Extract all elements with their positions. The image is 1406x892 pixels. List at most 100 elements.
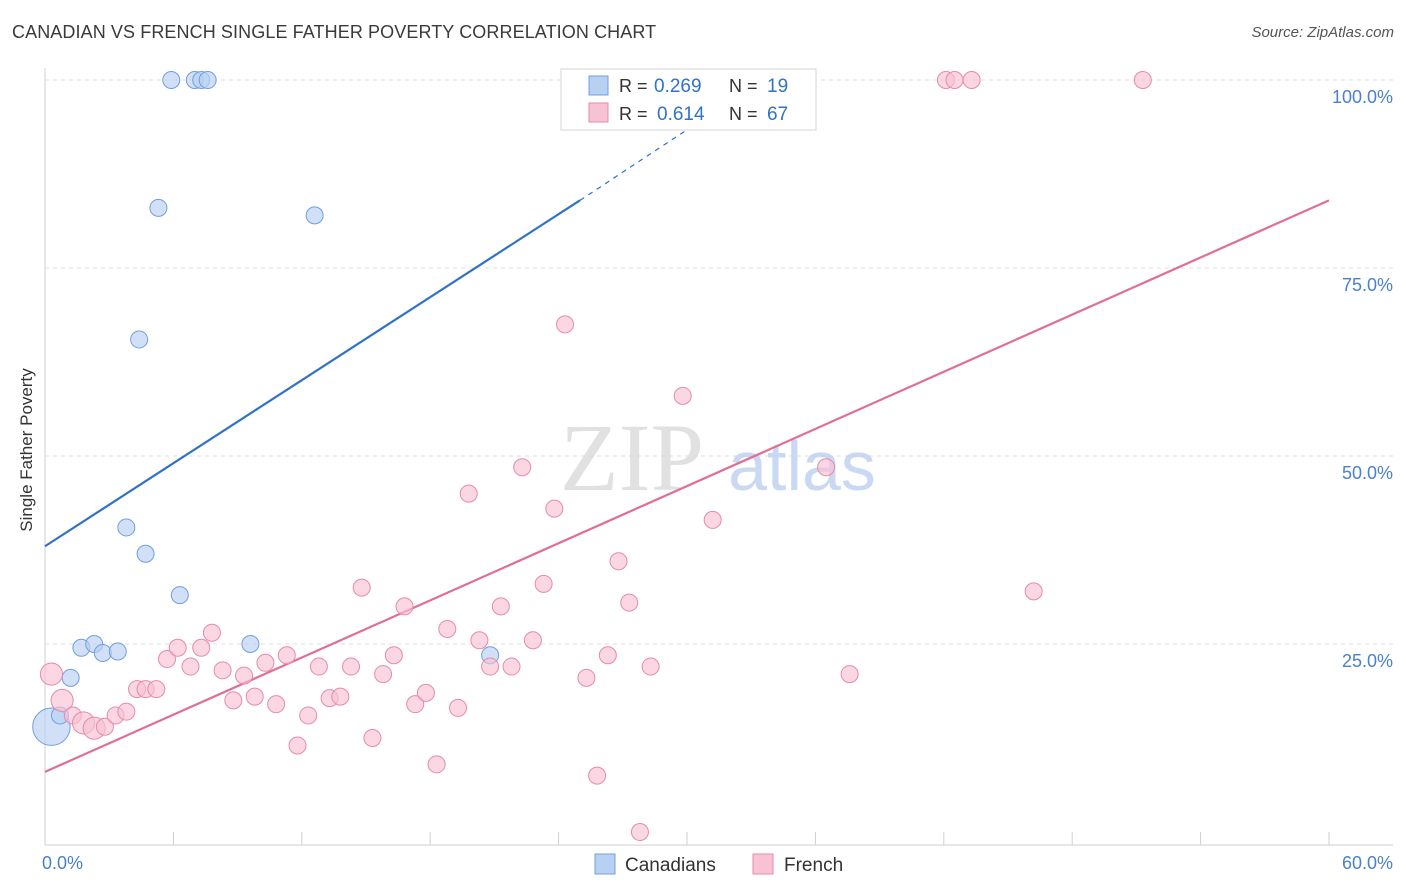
legend-bottom-label-french: French — [784, 855, 843, 876]
point-french — [277, 646, 296, 665]
point-french — [117, 702, 136, 721]
point-french — [438, 619, 457, 638]
point-french — [1133, 71, 1152, 89]
point-french — [673, 386, 692, 405]
point-french — [523, 631, 542, 650]
source-label: Source: ZipAtlas.com — [1251, 24, 1394, 41]
x-tick-label-min: 0.0% — [42, 853, 83, 873]
point-french — [470, 631, 489, 650]
point-french — [192, 638, 211, 657]
point-french — [168, 638, 187, 657]
point-french — [50, 688, 74, 712]
grid — [45, 79, 1393, 645]
legend-bottom-swatch-canadians — [594, 853, 616, 875]
point-canadians — [305, 206, 324, 225]
point-french — [416, 683, 435, 702]
watermark-atlas: atlas — [728, 427, 876, 505]
legend-r-value-canadians: 0.269 — [654, 76, 702, 97]
point-french — [309, 657, 328, 676]
y-tick-label: 100.0% — [1332, 87, 1393, 107]
legend-n-label-french: N = — [729, 104, 758, 124]
legend-series: Canadians French — [594, 853, 843, 876]
point-french — [363, 729, 382, 747]
point-french — [609, 552, 628, 571]
point-canadians — [241, 635, 260, 653]
point-french — [224, 691, 243, 710]
point-french — [331, 687, 350, 706]
point-canadians — [108, 642, 127, 661]
legend-r-label-canadians: R = — [619, 76, 648, 96]
point-french — [395, 597, 414, 616]
point-french — [157, 650, 176, 669]
y-tick-label: 25.0% — [1342, 651, 1393, 671]
watermark-zip: ZIP — [560, 404, 704, 511]
point-french — [181, 657, 200, 676]
point-french — [513, 458, 532, 477]
legend-r-label-french: R = — [619, 104, 648, 124]
point-french — [556, 315, 575, 334]
point-canadians — [170, 586, 189, 605]
point-french — [235, 666, 254, 685]
point-french — [641, 657, 660, 676]
point-french — [406, 695, 425, 714]
watermark: ZIP atlas — [560, 404, 876, 511]
point-french — [267, 695, 286, 714]
legend-swatch-canadians — [588, 75, 609, 96]
point-french — [352, 578, 371, 597]
data-points — [32, 71, 1152, 841]
point-french — [817, 458, 836, 477]
point-french — [630, 823, 649, 841]
point-french — [427, 755, 446, 774]
legend-n-label-canadians: N = — [729, 76, 758, 96]
point-french — [39, 662, 63, 686]
legend-r-value-french: 0.614 — [657, 104, 705, 125]
trend-line-1 — [44, 199, 1330, 773]
point-canadians — [136, 544, 155, 563]
point-french — [147, 680, 166, 699]
point-french — [202, 623, 221, 642]
point-canadians — [198, 71, 217, 89]
legend-stats: R = 0.269 N = 19 R = 0.614 N = 67 — [560, 68, 817, 131]
trend-line-0 — [44, 199, 581, 548]
point-french — [256, 653, 275, 672]
point-french — [545, 499, 564, 518]
point-french — [534, 574, 553, 593]
x-tick-label-max: 60.0% — [1342, 853, 1393, 873]
point-french — [481, 657, 500, 676]
point-french — [502, 657, 521, 676]
point-french — [245, 687, 264, 706]
point-french — [342, 657, 361, 676]
point-french — [491, 597, 510, 616]
point-french — [299, 706, 318, 725]
legend-n-value-french: 67 — [767, 104, 788, 125]
point-french — [588, 766, 607, 785]
point-canadians — [61, 668, 80, 687]
legend-bottom-label-canadians: Canadians — [625, 855, 716, 876]
point-french — [620, 593, 639, 612]
point-french — [95, 717, 114, 736]
point-french — [1024, 582, 1043, 601]
legend-swatch-french — [588, 102, 609, 123]
point-canadians — [149, 198, 168, 217]
point-canadians — [130, 330, 149, 349]
point-french — [962, 71, 981, 89]
point-french — [459, 484, 478, 503]
point-french — [598, 646, 617, 665]
point-french — [374, 665, 393, 684]
point-french — [449, 698, 468, 717]
point-french — [213, 661, 232, 680]
point-canadians — [162, 71, 181, 89]
x-ticks — [44, 832, 1330, 845]
chart-title: CANADIAN VS FRENCH SINGLE FATHER POVERTY… — [12, 22, 657, 42]
point-french — [703, 510, 722, 529]
y-tick-label: 75.0% — [1342, 275, 1393, 295]
point-canadians — [117, 518, 136, 537]
y-tick-label: 50.0% — [1342, 463, 1393, 483]
point-french — [945, 71, 964, 89]
point-canadians — [93, 644, 112, 663]
point-french — [577, 668, 596, 687]
point-french — [840, 665, 859, 684]
point-french — [384, 646, 403, 665]
legend-bottom-swatch-french — [752, 853, 774, 875]
